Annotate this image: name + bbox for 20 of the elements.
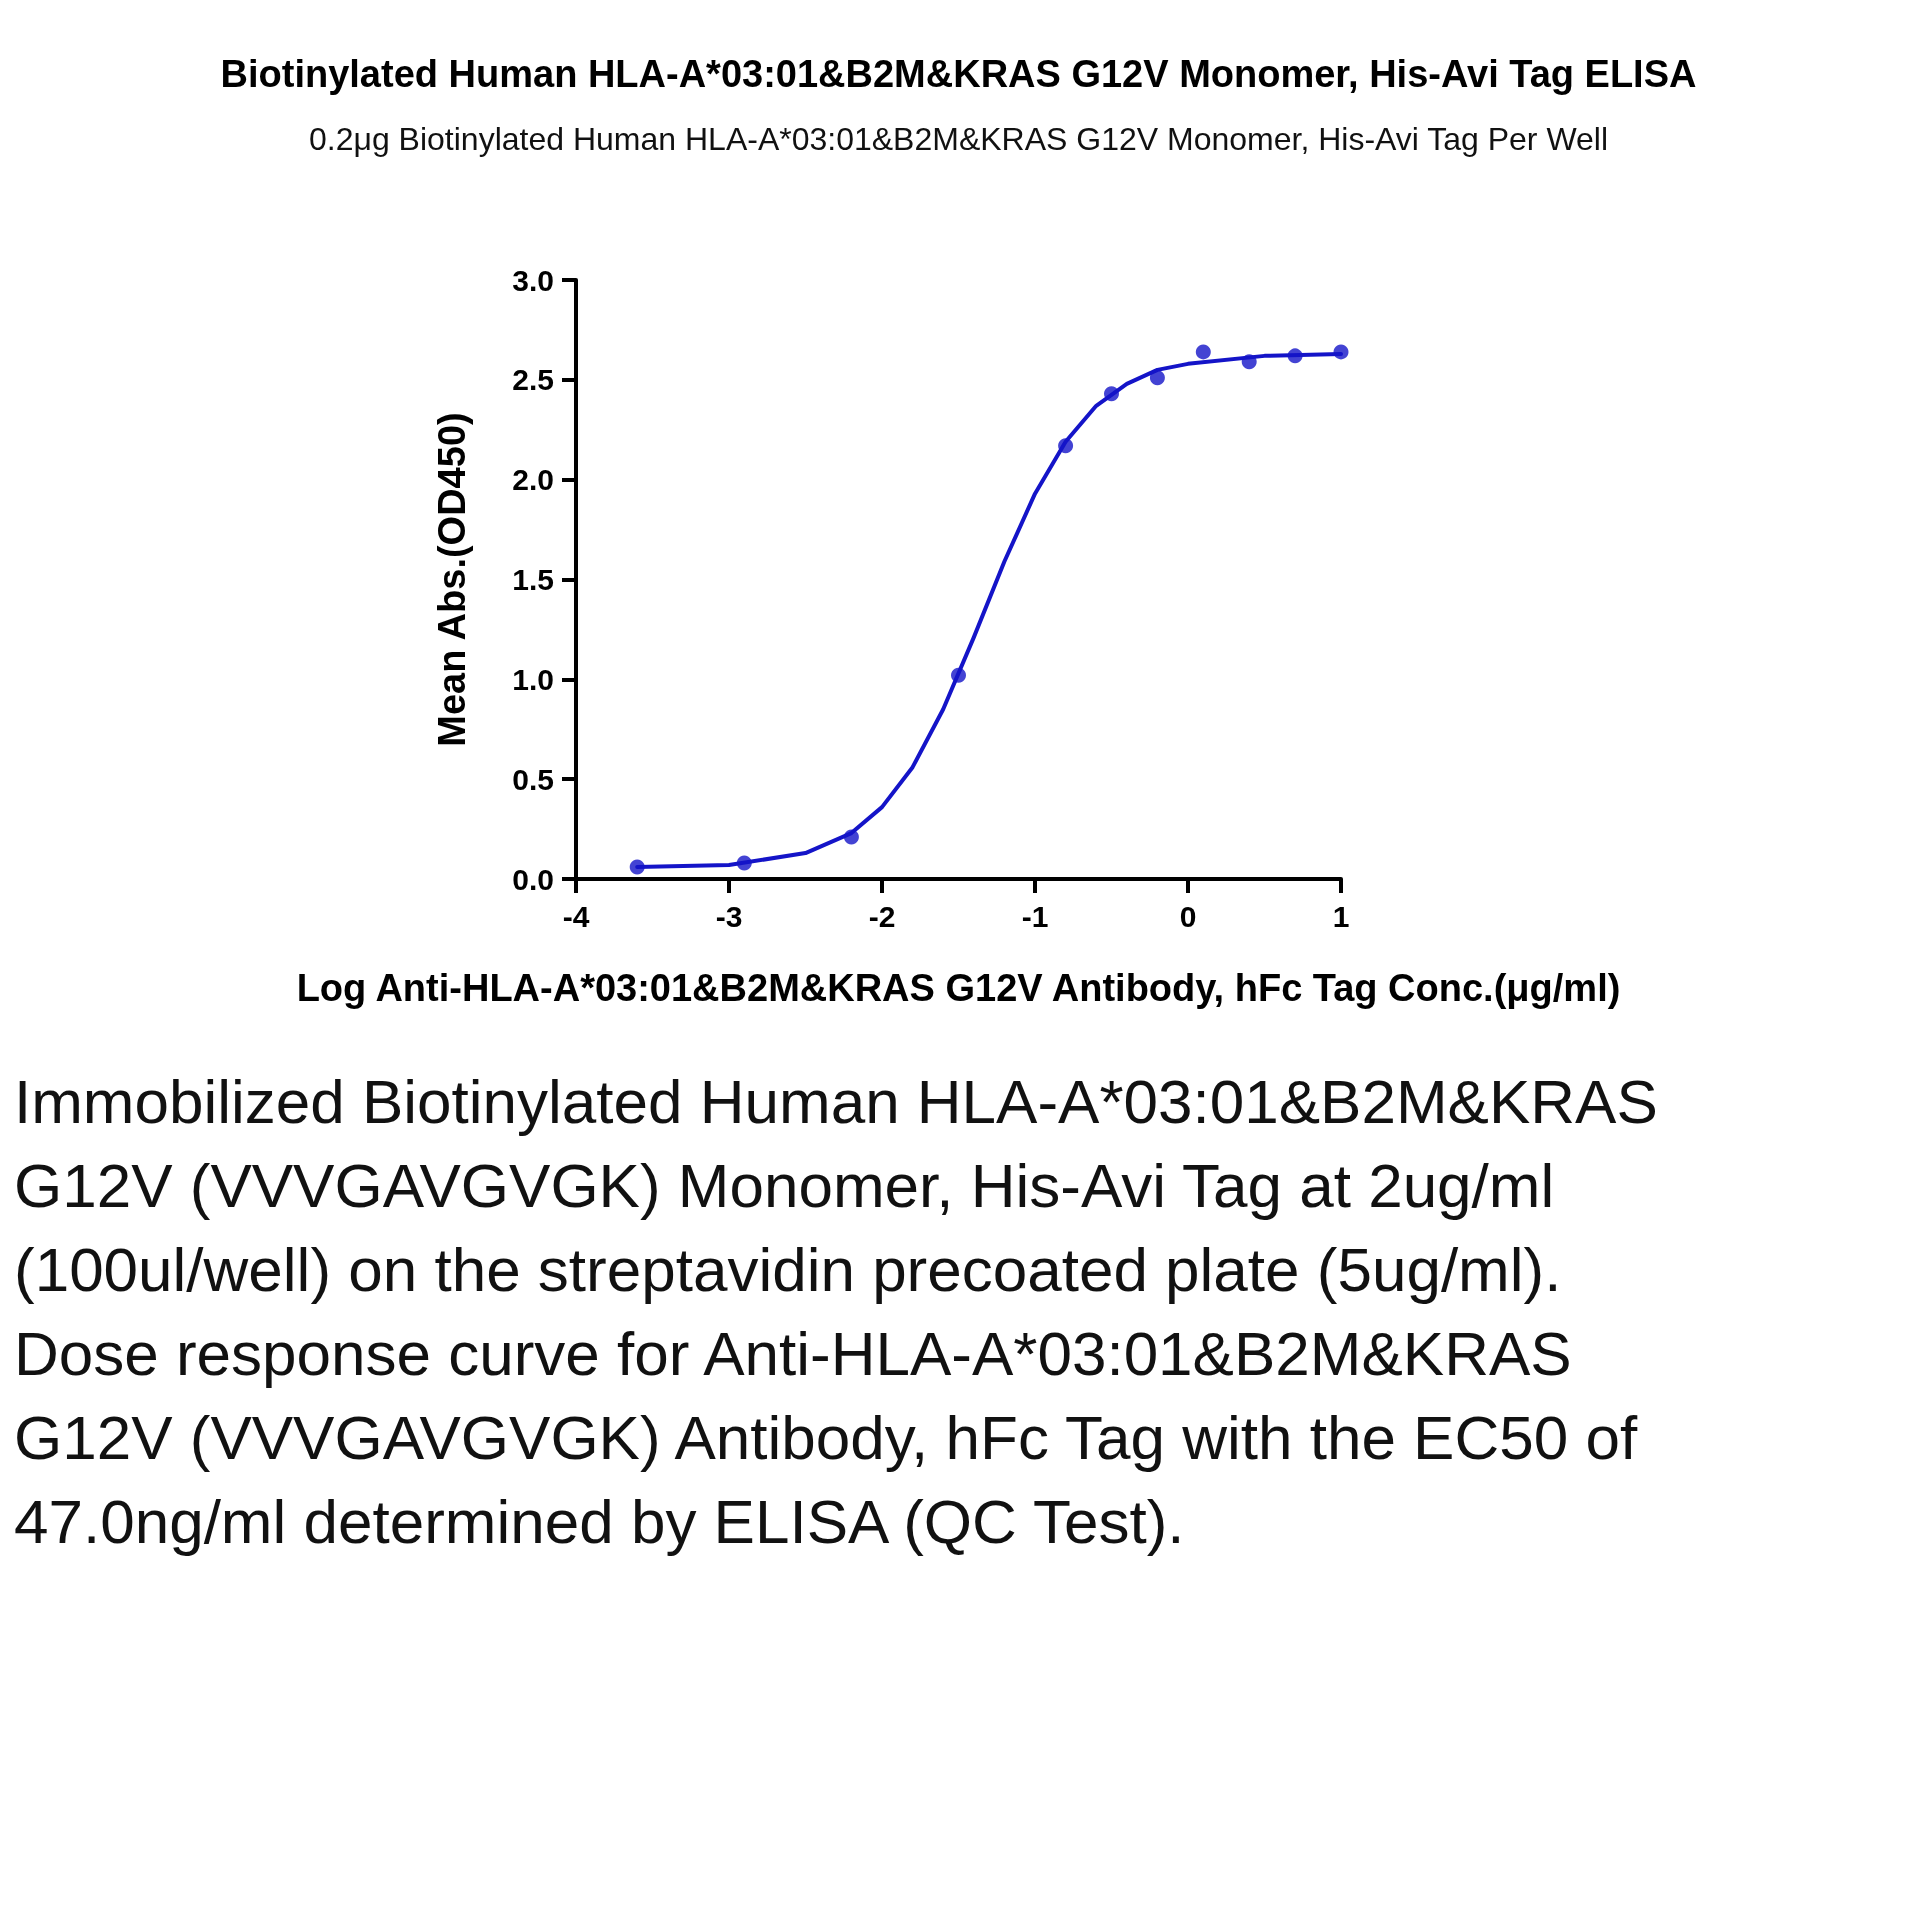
y-tick-label: 1.5	[512, 563, 554, 596]
x-tick-label: -1	[1021, 899, 1049, 933]
y-tick-label: 3.0	[512, 263, 554, 297]
x-axis-title: Log Anti-HLA-A*03:01&B2M&KRAS G12V Antibody, hFc Tag Conc.(μg/ml)	[296, 967, 1621, 1009]
chart-title: Biotinylated Human HLA-A*03:01&B2M&KRAS G12V Monomer, His-Avi Tag ELISA	[220, 53, 1697, 95]
point	[1195, 344, 1211, 360]
x-tick-label: 0	[1179, 899, 1197, 933]
y-tick-label: 0.5	[512, 762, 554, 796]
y-tick-label: 0.0	[512, 862, 554, 896]
x-tick-label: -3	[715, 899, 743, 933]
y-tick-label: 2.5	[512, 363, 554, 397]
y-tick-label: 2.0	[512, 463, 554, 497]
x-tick-label: 1	[1332, 899, 1350, 933]
y-axis-title: Mean Abs.(OD450)	[431, 412, 473, 747]
x-tick-label: -4	[562, 899, 590, 933]
point	[1149, 370, 1165, 386]
y-tick-label: 1.0	[512, 662, 554, 696]
text: Immobilized Biotinylated Human HLA-A*03:01&B2M&KRAS G12V (VVVGAVGVGK) Monomer, His-Avi Tag at 2ug/ml (100ul/well) on the streptavidin precoated plate (5ug/ml). Dose response curve for Anti-HLA-A*03:01&B2M&KRAS G12V (VVVGAVGVGK) Antibody, hFc Tag with the EC50 of 47.0ng/ml determined by ELISA (QC Test).	[14, 1066, 1659, 1558]
x-tick-label: -2	[868, 899, 896, 933]
chart-subtitle: 0.2μg Biotinylated Human HLA-A*03:01&B2M&KRAS G12V Monomer, His-Avi Tag Per Well	[308, 121, 1609, 157]
